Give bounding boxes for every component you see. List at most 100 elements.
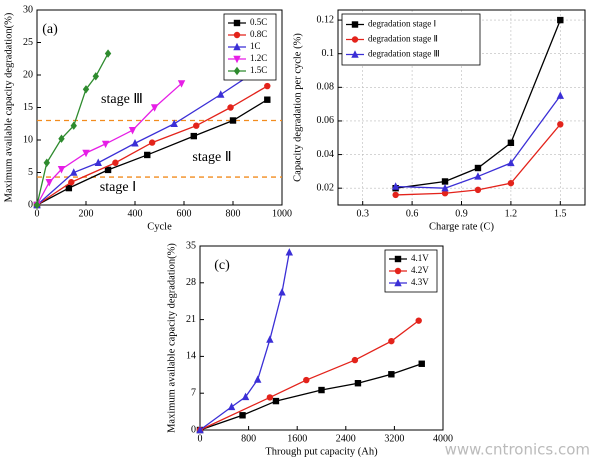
x-tick-label: 2400 — [336, 433, 356, 444]
x-tick-label: 0 — [35, 208, 40, 219]
stage-annotation: stage Ⅱ — [192, 150, 231, 165]
x-tick-label: 0.6 — [406, 208, 419, 219]
legend-label: 4.2V — [411, 265, 429, 275]
data-point — [227, 402, 236, 411]
data-point — [351, 356, 359, 364]
x-tick-label: 0.9 — [455, 208, 468, 219]
panel-label: (a) — [42, 22, 58, 37]
legend-label: 1.2C — [250, 53, 267, 63]
data-point — [104, 49, 112, 58]
y-tick-label: 14 — [186, 351, 196, 362]
plot-frame — [199, 245, 444, 431]
y-tick-label: 30 — [23, 4, 33, 15]
data-point — [217, 90, 225, 98]
y-tick-label: 0.06 — [317, 115, 335, 126]
x-tick-label: 1.2 — [505, 208, 518, 219]
x-tick-label: 3200 — [384, 433, 404, 444]
watermark: www.cntronics.com — [445, 441, 590, 459]
data-point — [131, 139, 139, 147]
legend-marker — [394, 255, 402, 263]
y-tick-label: 0 — [191, 424, 196, 435]
legend-box — [341, 13, 481, 66]
y-tick-label: 15 — [23, 102, 33, 113]
x-tick-label: 400 — [128, 208, 143, 219]
data-point — [474, 164, 482, 172]
y-tick-label: 0.04 — [317, 149, 335, 160]
data-point — [82, 149, 90, 158]
data-point — [266, 335, 274, 343]
y-tick-label: 25 — [23, 37, 33, 48]
legend-marker — [233, 66, 241, 76]
data-point — [388, 371, 395, 378]
legend-label: 0.5C — [250, 17, 267, 27]
legend-label: degradation stage Ⅲ — [368, 49, 440, 59]
y-axis-title: Maximum available capacity degradation(%… — [3, 12, 14, 202]
data-point — [254, 375, 262, 383]
data-point — [148, 139, 156, 146]
data-point — [190, 132, 197, 140]
data-point — [266, 394, 274, 401]
data-point — [196, 425, 204, 434]
data-point — [227, 104, 234, 111]
x-tick-label: 600 — [177, 208, 192, 219]
data-point — [144, 151, 151, 159]
y-tick-label: 20 — [23, 69, 33, 80]
data-point — [507, 158, 515, 167]
data-point — [241, 392, 250, 401]
data-point — [507, 139, 515, 147]
data-point — [474, 172, 482, 180]
y-tick-label: 0.12 — [317, 14, 335, 25]
data-point — [441, 178, 449, 185]
data-point — [68, 179, 75, 186]
y-tick-label: 7 — [191, 387, 196, 398]
legend-label: 1C — [250, 41, 261, 51]
x-tick-label: 0.3 — [356, 208, 369, 219]
data-point — [65, 184, 73, 192]
legend-label: degradation stage Ⅱ — [368, 34, 438, 44]
legend-marker — [351, 50, 359, 58]
data-point — [104, 166, 112, 174]
y-axis-title: Capacity degradation per cycle (%) — [292, 33, 303, 182]
y-tick-label: 10 — [23, 134, 33, 145]
x-tick-label: 200 — [79, 208, 94, 219]
data-point — [354, 380, 362, 387]
data-point — [229, 117, 237, 124]
data-point — [193, 122, 200, 129]
stage-annotation: stage Ⅰ — [100, 180, 136, 195]
legend-marker — [351, 21, 359, 28]
data-point — [557, 121, 564, 128]
legend-label: degradation stage Ⅰ — [368, 19, 436, 29]
legend-marker — [233, 42, 241, 51]
x-tick-label: 800 — [226, 208, 241, 219]
data-point — [264, 96, 271, 103]
y-tick-label: 0.08 — [317, 82, 335, 93]
data-point — [318, 386, 325, 394]
x-axis-title: Cycle — [147, 221, 172, 232]
data-point — [507, 179, 515, 187]
data-point — [285, 248, 294, 256]
data-point — [92, 72, 99, 81]
data-point — [57, 166, 66, 174]
x-axis-title: Through put capacity (Ah) — [265, 446, 378, 457]
x-tick-label: 1.5 — [554, 208, 567, 219]
legend-marker — [394, 267, 402, 275]
data-point — [150, 104, 159, 112]
data-point — [264, 82, 271, 90]
plot-frame — [337, 9, 586, 206]
data-point — [128, 127, 137, 135]
data-point — [441, 183, 449, 192]
data-point — [556, 91, 564, 99]
data-point — [388, 337, 395, 345]
data-point — [177, 80, 186, 88]
data-point — [45, 179, 53, 187]
data-point — [94, 158, 102, 166]
data-point — [415, 317, 422, 324]
data-point — [58, 134, 65, 143]
x-tick-label: 0 — [198, 433, 203, 444]
x-tick-label: 800 — [241, 433, 256, 444]
panel-label: (c) — [214, 258, 230, 273]
x-axis-title: Charge rate (C) — [429, 221, 495, 232]
legend-marker — [233, 31, 241, 39]
data-point — [82, 85, 90, 94]
